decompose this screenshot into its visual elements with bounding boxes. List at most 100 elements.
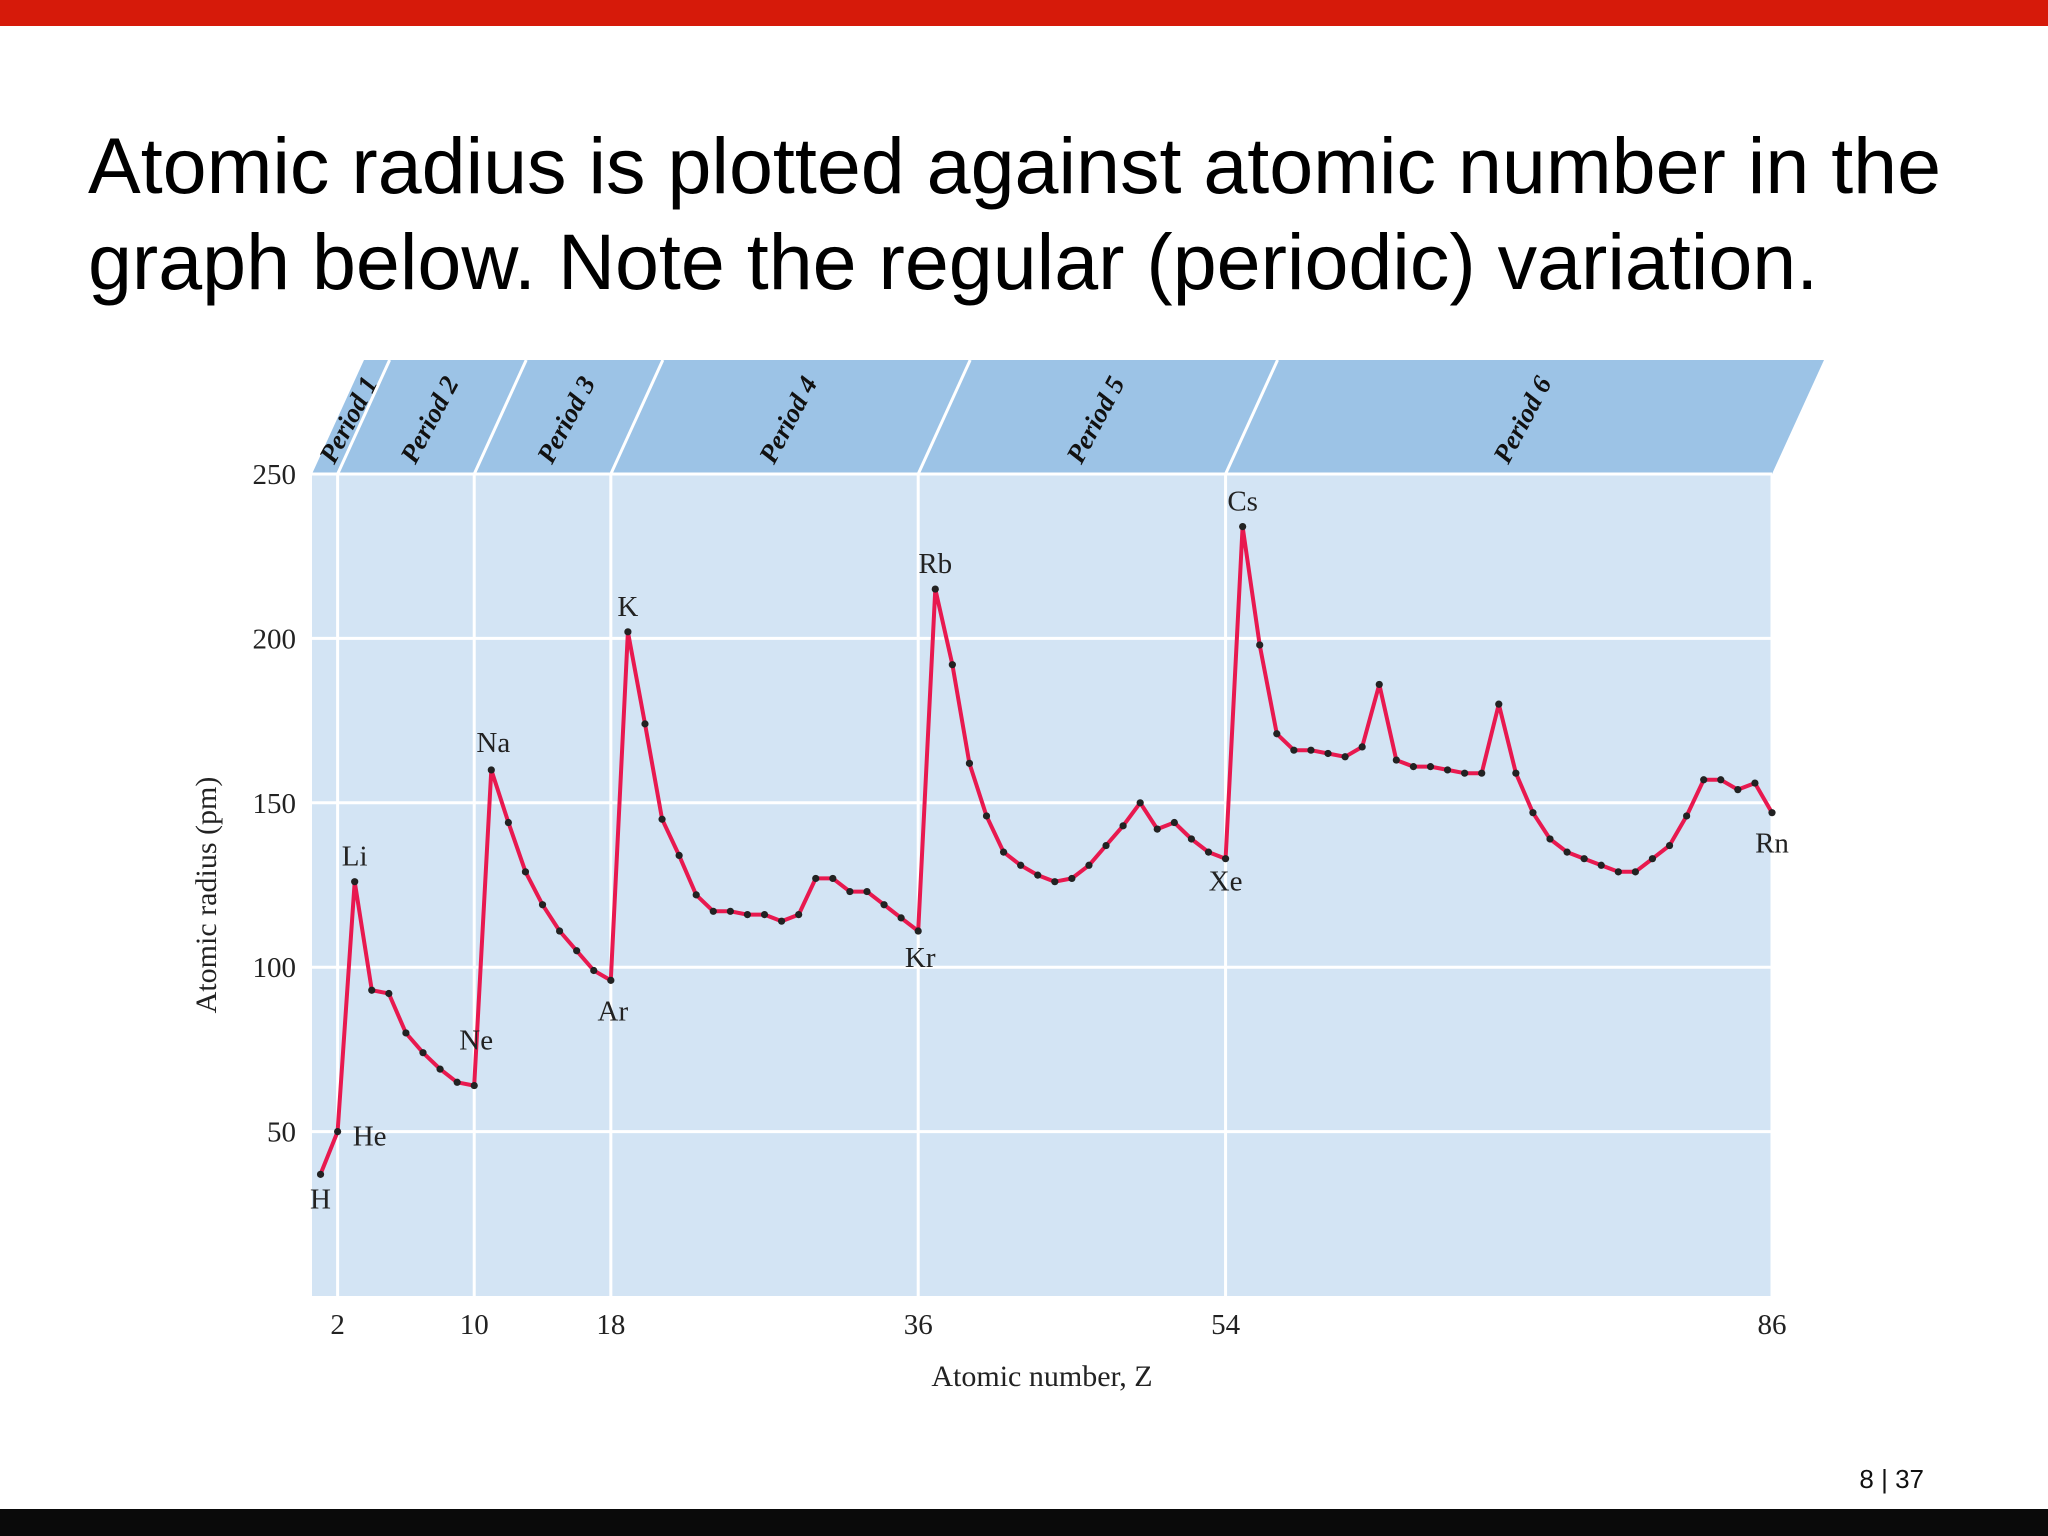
data-point bbox=[1392, 756, 1400, 764]
data-point bbox=[982, 812, 991, 820]
data-point bbox=[658, 815, 666, 823]
data-point bbox=[402, 1029, 410, 1037]
data-point bbox=[1409, 763, 1418, 771]
element-label-ne: Ne bbox=[459, 1025, 493, 1057]
data-point bbox=[1614, 868, 1622, 876]
slide-title-line-1: Atomic radius is plotted against atomic … bbox=[88, 121, 1942, 210]
data-point bbox=[1153, 825, 1161, 833]
data-point bbox=[556, 927, 564, 935]
data-point bbox=[829, 874, 837, 883]
element-label-k: K bbox=[617, 591, 638, 623]
slide-title: Atomic radius is plotted against atomic … bbox=[88, 118, 1988, 310]
data-point bbox=[334, 1128, 342, 1136]
data-point bbox=[1051, 878, 1059, 886]
data-point bbox=[1443, 766, 1452, 774]
data-point bbox=[1665, 841, 1674, 850]
period-divider bbox=[472, 359, 528, 475]
period-header-band: Period 1 Period 2 Period 3 Period 4 Period 5… bbox=[312, 359, 1824, 475]
element-label-rb: Rb bbox=[918, 548, 952, 580]
y-tick-label: 200 bbox=[253, 623, 297, 655]
element-label-h: H bbox=[310, 1183, 331, 1215]
data-point bbox=[436, 1065, 444, 1073]
data-point bbox=[1256, 641, 1264, 649]
element-label-rn: Rn bbox=[1755, 828, 1789, 860]
x-tick-label: 86 bbox=[1758, 1309, 1787, 1341]
data-point bbox=[777, 917, 786, 925]
data-point bbox=[1017, 861, 1025, 869]
element-labels: H He Li Ne Na Ar K Kr Rb Xe Cs Rn bbox=[310, 486, 1789, 1216]
data-point bbox=[573, 947, 581, 955]
element-label-ar: Ar bbox=[598, 995, 629, 1027]
data-point bbox=[1495, 700, 1503, 708]
data-point bbox=[1068, 874, 1076, 883]
data-point bbox=[1734, 786, 1742, 794]
gridlines bbox=[312, 472, 1774, 1296]
data-point bbox=[1324, 749, 1332, 758]
data-point bbox=[1461, 769, 1469, 777]
header-band-background bbox=[312, 360, 1824, 474]
slide-title-line-2: graph below. Note the regular (periodic)… bbox=[88, 217, 1819, 306]
data-point bbox=[316, 1170, 325, 1178]
bottom-bar bbox=[0, 1509, 2048, 1536]
data-point bbox=[931, 585, 939, 593]
data-point bbox=[1700, 776, 1708, 784]
data-point bbox=[795, 910, 803, 919]
data-point bbox=[846, 887, 854, 896]
data-point bbox=[1119, 822, 1127, 830]
data-point bbox=[726, 907, 734, 915]
data-point bbox=[1034, 871, 1042, 879]
data-point bbox=[624, 628, 632, 636]
data-point bbox=[1221, 855, 1230, 863]
data-point bbox=[385, 989, 393, 998]
element-label-na: Na bbox=[476, 727, 510, 759]
x-tick-label: 2 bbox=[330, 1309, 345, 1341]
data-point bbox=[897, 914, 905, 922]
data-point bbox=[1768, 809, 1776, 817]
data-point bbox=[1683, 812, 1691, 820]
data-point bbox=[812, 874, 820, 883]
data-point bbox=[419, 1049, 427, 1057]
y-tick-label: 100 bbox=[253, 952, 297, 984]
data-point bbox=[1426, 763, 1435, 771]
data-point bbox=[863, 887, 871, 896]
data-point bbox=[1717, 776, 1725, 784]
element-label-he: He bbox=[353, 1121, 387, 1153]
data-point bbox=[351, 878, 359, 886]
element-label-xe: Xe bbox=[1209, 866, 1243, 898]
x-tick-label: 54 bbox=[1211, 1309, 1241, 1341]
data-point bbox=[1580, 855, 1588, 863]
data-point bbox=[1546, 835, 1554, 843]
data-point bbox=[607, 976, 615, 984]
data-point bbox=[1290, 746, 1298, 754]
data-point bbox=[1529, 809, 1537, 817]
x-tick-label: 10 bbox=[460, 1309, 489, 1341]
element-label-li: Li bbox=[342, 841, 368, 873]
data-point bbox=[1631, 868, 1639, 876]
y-axis-label: Atomic radius (pm) bbox=[190, 777, 223, 1014]
page-number: 8 | 37 bbox=[1859, 1464, 1924, 1494]
period-divider bbox=[916, 359, 972, 475]
data-point bbox=[1273, 730, 1281, 738]
y-tick-label: 50 bbox=[267, 1117, 296, 1149]
data-point bbox=[641, 720, 649, 728]
x-tick-label: 36 bbox=[904, 1309, 933, 1341]
data-point bbox=[760, 910, 769, 919]
data-point bbox=[1239, 523, 1247, 531]
data-point bbox=[1085, 861, 1093, 869]
y-tick-label: 150 bbox=[253, 788, 297, 820]
y-tick-labels: 50 100 150 200 250 bbox=[253, 459, 297, 1149]
element-label-cs: Cs bbox=[1227, 486, 1258, 518]
data-points bbox=[316, 523, 1776, 1178]
period-divider bbox=[609, 359, 665, 475]
data-point bbox=[487, 766, 495, 774]
data-point bbox=[1358, 743, 1366, 751]
data-point bbox=[692, 891, 700, 899]
data-point bbox=[521, 868, 530, 876]
atomic-radius-series-line bbox=[318, 524, 1774, 1176]
data-point bbox=[1187, 835, 1196, 843]
data-point bbox=[1478, 769, 1486, 777]
data-point bbox=[743, 910, 752, 919]
y-tick-label: 250 bbox=[253, 459, 297, 491]
data-point bbox=[1512, 769, 1520, 777]
data-point bbox=[453, 1078, 461, 1086]
